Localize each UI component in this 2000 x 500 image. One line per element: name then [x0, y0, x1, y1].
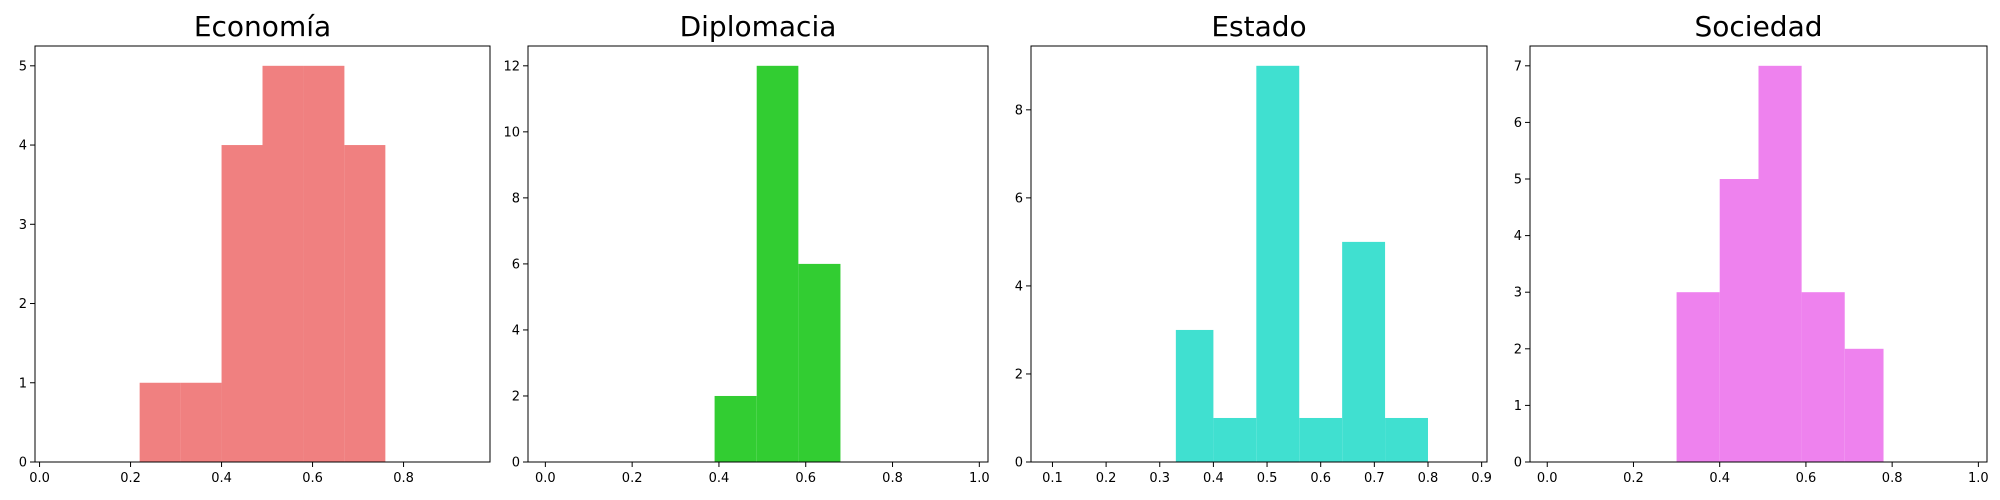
x-tick-label: 0.1	[1042, 471, 1063, 486]
histogram-bar	[1342, 241, 1386, 462]
histogram-bar	[1299, 417, 1343, 462]
y-tick-label: 0	[512, 456, 520, 471]
y-tick-label: 0	[1015, 456, 1023, 471]
y-tick-label: 4	[1514, 229, 1522, 244]
x-tick-label: 0.9	[1471, 471, 1492, 486]
y-tick-label: 5	[1514, 173, 1522, 188]
y-tick-label: 4	[512, 323, 520, 338]
histogram-bar	[1175, 329, 1214, 462]
x-tick-label: 0.8	[882, 471, 903, 486]
y-tick-label: 4	[1015, 279, 1023, 294]
y-tick-label: 2	[512, 389, 520, 404]
y-tick-label: 1	[1514, 399, 1522, 414]
x-tick-label: 0.8	[393, 471, 414, 486]
histogram-bar	[1801, 292, 1845, 462]
histogram-panel-3: 0.1 0.2 0.3 0.4 0.5 0.6 0.7 0.8 0.9 0 2 4 6 8 Estado	[1015, 10, 1492, 486]
x-tick-label: 0.6	[302, 471, 323, 486]
panel-title: Economía	[194, 10, 331, 43]
histogram-panel-4: 0.0 0.2 0.4 0.6 0.8 1.0 0 1 2 3 4 5 6 7 Sociedad	[1514, 10, 1989, 486]
x-tick-label: 0.7	[1364, 471, 1385, 486]
x-tick-label: 0.8	[1882, 471, 1903, 486]
histogram-bar	[1676, 292, 1720, 462]
axes-frame	[1529, 45, 1988, 463]
histogram-bar	[1213, 417, 1257, 462]
histogram-bar	[798, 263, 841, 462]
y-tick-label: 10	[503, 125, 520, 140]
x-tick-label: 0.2	[120, 471, 141, 486]
x-tick-label: 0.2	[1096, 471, 1117, 486]
x-tick-label: 0.6	[1310, 471, 1331, 486]
histogram-bar	[1385, 417, 1428, 462]
histogram-bar	[303, 65, 345, 462]
histogram-bar	[714, 395, 757, 462]
x-tick-label: 0.6	[795, 471, 816, 486]
histogram-bar	[139, 382, 181, 462]
x-tick-label: 0.3	[1149, 471, 1170, 486]
y-tick-label: 5	[19, 59, 27, 74]
x-tick-label: 0.4	[1203, 471, 1224, 486]
x-tick-label: 0.4	[709, 471, 730, 486]
x-tick-label: 0.8	[1418, 471, 1439, 486]
x-tick-label: 0.5	[1257, 471, 1278, 486]
axes-frame	[34, 45, 491, 463]
y-tick-label: 0	[19, 456, 27, 471]
x-tick-label: 1.0	[1968, 471, 1989, 486]
y-tick-label: 2	[1514, 342, 1522, 357]
x-tick-label: 0.0	[1537, 471, 1558, 486]
y-tick-label: 4	[19, 139, 27, 154]
x-tick-label: 0.4	[1709, 471, 1730, 486]
histogram-bar	[1256, 65, 1300, 462]
x-tick-label: 0.2	[1623, 471, 1644, 486]
x-tick-label: 0.4	[211, 471, 232, 486]
axes-frame	[527, 45, 989, 463]
y-tick-label: 7	[1514, 59, 1522, 74]
y-tick-label: 1	[19, 376, 27, 391]
histogram-bar	[756, 65, 799, 462]
y-tick-label: 6	[1015, 191, 1023, 206]
x-tick-label: 0.6	[1796, 471, 1817, 486]
y-tick-label: 8	[1015, 103, 1023, 118]
histogram-bar	[1844, 348, 1884, 462]
axes-frame	[1030, 45, 1488, 463]
histogram-bar	[344, 145, 386, 463]
histogram-panel-1: 0.0 0.2 0.4 0.6 0.8 0 1 2 3 4 5 Economía	[19, 10, 491, 486]
histogram-bar	[180, 382, 222, 462]
panel-title: Diplomacia	[680, 10, 837, 43]
x-tick-label: 0.0	[29, 471, 50, 486]
x-tick-label: 1.0	[969, 471, 990, 486]
y-tick-label: 3	[19, 218, 27, 233]
y-tick-label: 6	[1514, 116, 1522, 131]
y-tick-label: 12	[503, 59, 520, 74]
histogram-bar	[221, 145, 263, 463]
y-tick-label: 2	[19, 297, 27, 312]
y-tick-label: 2	[1015, 367, 1023, 382]
histogram-panel-2: 0.0 0.2 0.4 0.6 0.8 1.0 0 2 4 6 8 10 12 Diplomacia	[503, 10, 989, 486]
panel-title: Sociedad	[1694, 10, 1822, 43]
y-tick-label: 8	[512, 191, 520, 206]
histogram-bar	[1758, 65, 1802, 462]
y-tick-label: 0	[1514, 456, 1522, 471]
x-tick-label: 0.0	[535, 471, 556, 486]
y-tick-label: 6	[512, 257, 520, 272]
histogram-bar	[262, 65, 304, 462]
panel-title: Estado	[1211, 10, 1306, 43]
histogram-bar	[1719, 179, 1759, 462]
x-tick-label: 0.2	[622, 471, 643, 486]
y-tick-label: 3	[1514, 286, 1522, 301]
